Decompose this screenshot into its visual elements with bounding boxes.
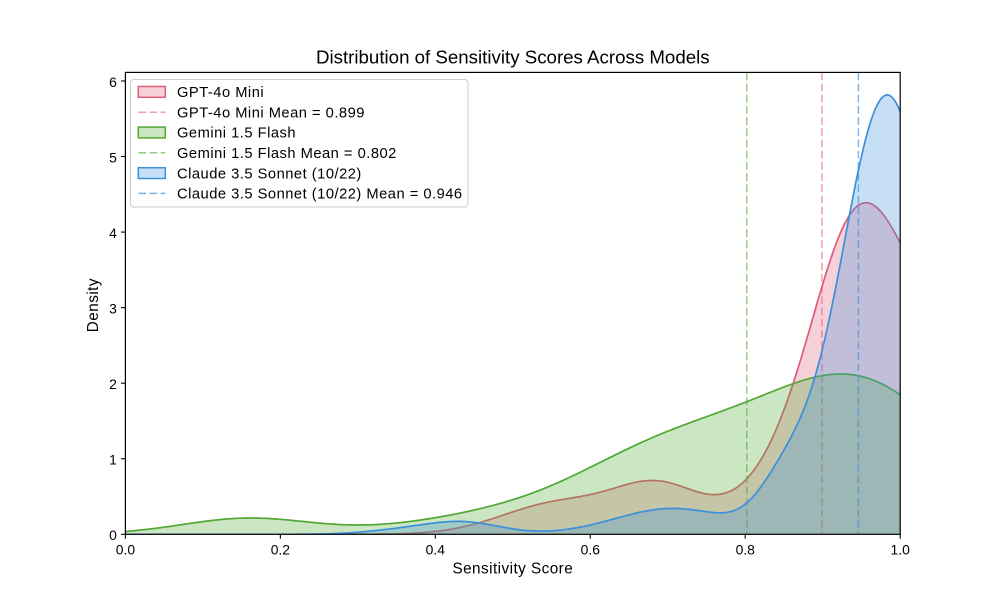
svg-text:6: 6	[109, 74, 117, 90]
svg-text:0: 0	[109, 527, 117, 543]
svg-text:Claude 3.5 Sonnet (10/22): Claude 3.5 Sonnet (10/22)	[177, 166, 362, 182]
svg-text:0.6: 0.6	[581, 542, 601, 558]
svg-text:Density: Density	[85, 278, 102, 332]
svg-text:Gemini 1.5 Flash: Gemini 1.5 Flash	[177, 126, 296, 142]
svg-text:0.0: 0.0	[116, 542, 136, 558]
svg-text:Distribution of Sensitivity Sc: Distribution of Sensitivity Scores Acros…	[316, 47, 710, 68]
svg-text:0.8: 0.8	[736, 542, 756, 558]
svg-text:Gemini 1.5 Flash Mean = 0.802: Gemini 1.5 Flash Mean = 0.802	[177, 146, 397, 162]
svg-text:0.4: 0.4	[426, 542, 446, 558]
svg-text:GPT-4o Mini: GPT-4o Mini	[177, 85, 264, 101]
svg-text:5: 5	[109, 149, 117, 165]
svg-text:Claude 3.5 Sonnet (10/22) Mean: Claude 3.5 Sonnet (10/22) Mean = 0.946	[177, 187, 463, 203]
svg-text:3: 3	[109, 300, 117, 316]
svg-text:1: 1	[109, 452, 117, 468]
svg-text:0.2: 0.2	[271, 542, 291, 558]
svg-text:1.0: 1.0	[891, 542, 911, 558]
svg-text:GPT-4o Mini Mean = 0.899: GPT-4o Mini Mean = 0.899	[177, 105, 365, 121]
svg-text:2: 2	[109, 376, 117, 392]
svg-text:Sensitivity Score: Sensitivity Score	[452, 560, 573, 577]
svg-text:4: 4	[109, 225, 117, 241]
